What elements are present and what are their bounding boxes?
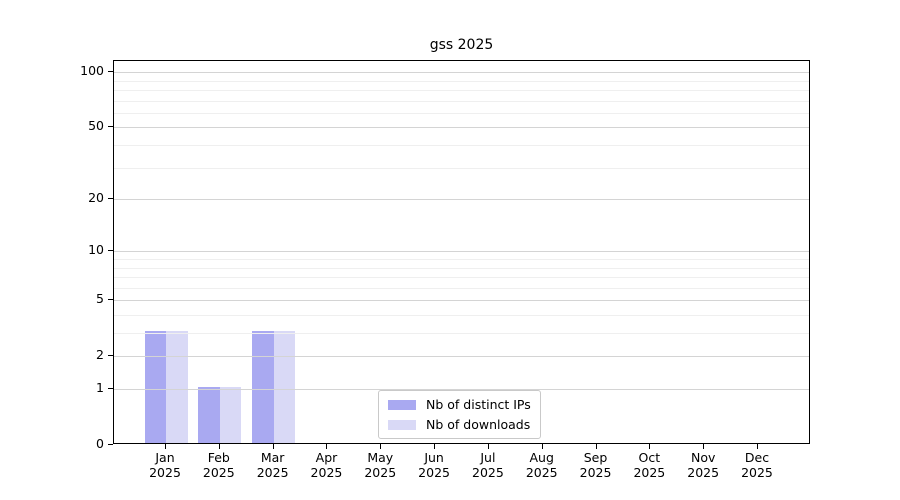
bar-mar-downloads	[273, 331, 296, 443]
x-axis-tick	[703, 444, 705, 449]
grid-minor-line	[114, 314, 809, 316]
y-axis-tick	[108, 198, 113, 200]
x-tick-year: 2025	[256, 465, 289, 480]
x-tick-month: Oct	[638, 450, 661, 465]
grid-major-line	[114, 300, 809, 302]
grid-minor-line	[114, 277, 809, 279]
bar-jan-downloads	[166, 331, 188, 443]
x-tick-month: Feb	[207, 450, 230, 465]
x-axis-tick	[487, 444, 489, 449]
grid-major-line	[114, 127, 809, 129]
legend-swatch-distinct-ips	[388, 399, 416, 410]
y-tick-label: 2	[96, 347, 104, 363]
x-tick-month: Jul	[480, 450, 496, 465]
x-axis-tick	[380, 444, 382, 449]
x-axis-tick	[541, 444, 543, 449]
x-axis-tick	[595, 444, 597, 449]
x-tick-month: Jun	[424, 450, 444, 465]
x-axis-tick	[165, 444, 166, 449]
bar-feb-distinct-ips	[198, 387, 220, 443]
grid-minor-line	[114, 145, 809, 146]
x-tick-year: 2025	[364, 465, 397, 480]
bar-jan-distinct-ips	[144, 331, 166, 443]
grid-major-line	[114, 356, 809, 358]
grid-minor-line	[114, 90, 809, 91]
y-tick-label: 50	[88, 118, 104, 134]
grid-minor-line	[114, 112, 809, 114]
y-axis-tick	[108, 71, 113, 73]
x-tick-label: Nov 2025	[671, 450, 735, 480]
grid-minor-line	[114, 80, 809, 82]
x-tick-label: Dec 2025	[725, 450, 789, 480]
x-tick-label: Apr 2025	[294, 450, 358, 480]
grid-major-line	[114, 251, 809, 253]
grid-major-line	[114, 389, 809, 390]
x-axis-tick	[326, 444, 328, 449]
y-tick-label: 0	[96, 436, 104, 451]
x-tick-year: 2025	[202, 465, 235, 480]
x-tick-year: 2025	[741, 465, 773, 480]
x-tick-label: Aug 2025	[510, 450, 574, 480]
x-tick-month: Mar	[260, 450, 285, 465]
x-axis-tick	[756, 444, 758, 449]
y-tick-label: 10	[88, 242, 104, 258]
legend-swatch-downloads	[388, 419, 416, 430]
legend-item-label: Nb of downloads	[426, 417, 531, 432]
x-tick-year: 2025	[579, 465, 612, 480]
grid-minor-line	[114, 258, 809, 260]
y-tick-label: 100	[80, 63, 104, 79]
y-axis-tick	[108, 388, 113, 389]
legend-item: Nb of distinct IPs	[388, 396, 531, 413]
chart-title: gss 2025	[429, 37, 494, 53]
grid-minor-line	[114, 100, 809, 102]
grid-minor-line	[114, 333, 809, 334]
x-tick-month: Nov	[690, 450, 716, 465]
y-axis-tick	[108, 250, 113, 252]
x-tick-month: Sep	[583, 450, 608, 465]
grid-minor-line	[114, 287, 809, 289]
x-axis-tick	[272, 444, 274, 449]
legend-item: Nb of downloads	[388, 416, 531, 433]
x-tick-month: Apr	[315, 450, 338, 465]
y-tick-label: 5	[96, 291, 104, 307]
x-tick-label: Feb 2025	[187, 450, 251, 480]
grid-minor-line	[114, 267, 809, 269]
x-axis-tick	[434, 444, 436, 449]
y-axis-tick	[108, 299, 113, 301]
x-tick-label: Jul 2025	[456, 450, 520, 480]
grid-minor-line	[114, 167, 809, 169]
y-axis-tick	[108, 444, 113, 445]
x-tick-year: 2025	[310, 465, 343, 480]
x-tick-year: 2025	[687, 465, 720, 480]
legend: Nb of distinct IPs Nb of downloads	[378, 390, 541, 439]
x-axis-tick	[649, 444, 651, 449]
y-tick-label: 1	[96, 380, 104, 395]
bar-mar-distinct-ips	[252, 331, 274, 443]
x-tick-month: Aug	[529, 450, 554, 465]
x-tick-label: Jan 2025	[133, 450, 197, 480]
x-tick-year: 2025	[149, 465, 181, 480]
x-tick-year: 2025	[472, 465, 504, 480]
x-tick-month: May	[367, 450, 394, 465]
legend-item-label: Nb of distinct IPs	[426, 397, 531, 412]
y-tick-label: 20	[88, 190, 104, 206]
grid-major-line	[114, 199, 809, 201]
x-tick-year: 2025	[525, 465, 558, 480]
x-tick-year: 2025	[418, 465, 450, 480]
x-tick-label: Sep 2025	[564, 450, 628, 480]
y-axis-tick	[108, 126, 113, 128]
x-axis-tick	[218, 444, 220, 449]
x-tick-label: Jun 2025	[402, 450, 466, 480]
plot-area	[113, 60, 810, 444]
y-axis-tick	[108, 355, 113, 357]
x-tick-year: 2025	[633, 465, 666, 480]
grid-major-line	[114, 72, 809, 74]
x-tick-label: May 2025	[348, 450, 412, 480]
x-tick-label: Oct 2025	[617, 450, 681, 480]
x-tick-month: Dec	[744, 450, 770, 465]
x-tick-label: Mar 2025	[241, 450, 305, 480]
bar-feb-downloads	[219, 387, 242, 443]
x-tick-month: Jan	[155, 450, 175, 465]
